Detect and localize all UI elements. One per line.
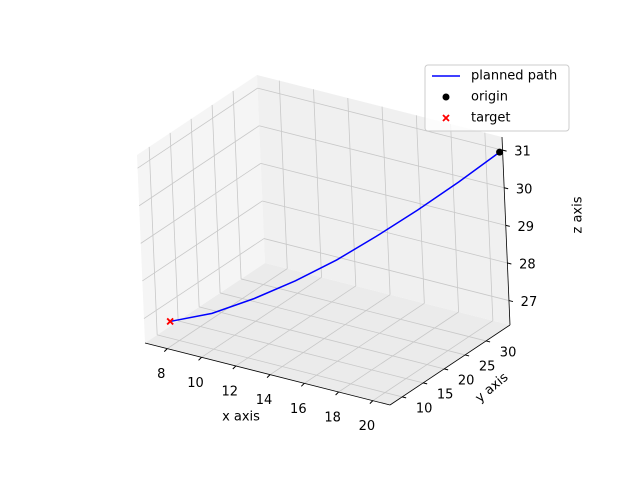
grid-line	[278, 80, 288, 269]
grid-line	[232, 90, 242, 279]
grid-line	[260, 162, 506, 226]
grid-line	[143, 238, 265, 319]
y-tick-label: 30	[500, 345, 517, 360]
z-tick-label: 29	[517, 220, 534, 235]
left-pane	[137, 75, 265, 343]
tick-mark	[502, 149, 507, 152]
x-tick-label: 10	[187, 376, 204, 391]
grid-line	[484, 132, 494, 321]
x-axis-label: x axis	[222, 410, 260, 425]
legend-box	[424, 64, 570, 132]
grid-line	[262, 200, 508, 264]
grid-line	[257, 87, 503, 151]
tick-mark	[508, 300, 514, 303]
grid-line	[138, 125, 260, 207]
grid-line	[313, 89, 322, 278]
y-tick-label: 25	[479, 359, 496, 374]
grid-line	[450, 123, 460, 313]
tick-mark	[163, 348, 168, 352]
x-tick-label: 14	[256, 393, 273, 408]
grid-line	[381, 106, 391, 295]
grid-line	[211, 104, 221, 293]
z-axis-label: z axis	[571, 196, 586, 233]
z-axis-line	[501, 136, 511, 326]
grid-line	[263, 238, 510, 301]
origin-point	[496, 148, 504, 156]
tick-mark	[423, 382, 428, 385]
grid-line	[259, 125, 505, 189]
grid-line	[157, 334, 403, 398]
grid-line	[415, 115, 425, 304]
tick-mark	[444, 368, 449, 371]
grid-line	[347, 97, 357, 286]
grid-line	[240, 278, 487, 342]
line-path	[170, 151, 501, 323]
grid-line	[269, 294, 391, 375]
tick-mark	[266, 374, 271, 379]
x-tick-label: 8	[157, 367, 165, 382]
tick-mark	[198, 356, 202, 361]
grid-line	[190, 118, 200, 307]
grid-line	[235, 285, 357, 367]
z-tick-label: 31	[514, 145, 531, 160]
legend-cross	[442, 114, 450, 122]
legend-label: target	[471, 111, 511, 126]
tick-mark	[300, 382, 305, 387]
z-tick-label: 28	[519, 257, 536, 272]
tick-mark	[505, 224, 510, 227]
floor-pane	[145, 263, 510, 405]
grid-line	[140, 163, 261, 244]
legend-dot	[442, 93, 450, 101]
grid-line	[148, 146, 158, 335]
tick-mark	[335, 391, 339, 396]
grid-line	[169, 132, 179, 321]
y-tick-label: 20	[458, 373, 475, 388]
tick-mark	[402, 396, 407, 399]
tick-mark	[464, 354, 470, 357]
legend-label: origin	[471, 90, 508, 105]
grid-line	[178, 320, 424, 384]
y-tick-label: 10	[416, 401, 433, 416]
y-axis-label: y axis	[473, 370, 512, 406]
grid-line	[304, 302, 425, 384]
grid-line	[137, 87, 258, 169]
tick-mark	[504, 187, 509, 190]
x-tick-label: 16	[290, 402, 307, 417]
back-pane	[257, 75, 510, 325]
grid-line	[142, 200, 263, 282]
x-tick-label: 12	[222, 384, 239, 399]
x-tick-label: 18	[324, 410, 341, 425]
z-tick-label: 30	[516, 182, 533, 197]
grid-line	[201, 276, 322, 358]
tick-mark	[485, 340, 491, 343]
grid-line	[220, 292, 466, 356]
tick-mark	[232, 365, 237, 370]
z-tick-label: 27	[521, 295, 538, 310]
legend-label: planned path	[471, 69, 557, 84]
y-axis-line	[389, 324, 511, 406]
tick-mark	[369, 400, 374, 405]
grid-line	[338, 311, 459, 393]
x-axis-line	[144, 342, 391, 406]
tick-mark	[507, 262, 512, 265]
grid-line	[199, 306, 445, 370]
x-tick-label: 20	[359, 419, 376, 434]
target-point	[166, 317, 174, 326]
grid-line	[372, 320, 494, 401]
y-tick-label: 15	[437, 387, 454, 402]
